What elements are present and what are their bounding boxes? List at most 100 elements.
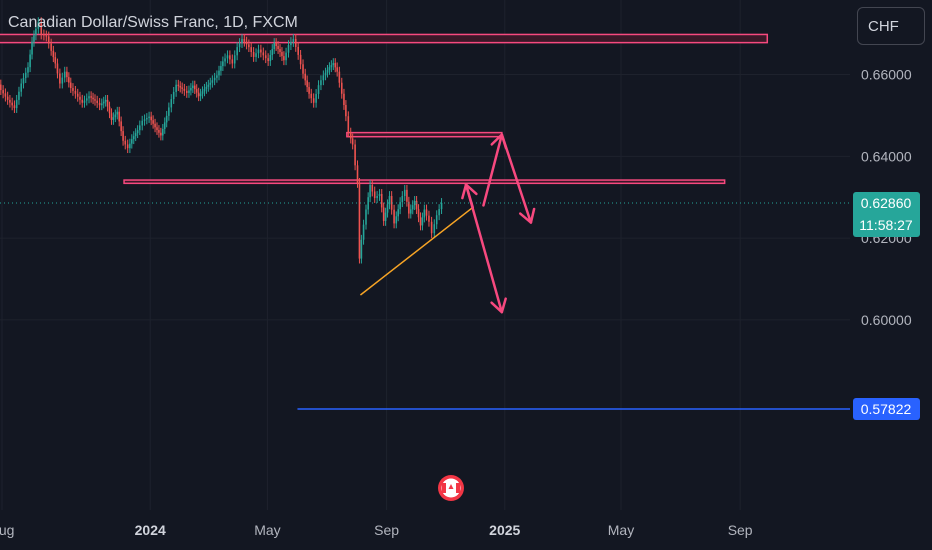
candle-body	[154, 123, 156, 128]
candle-body	[124, 140, 127, 145]
candle-body	[27, 67, 29, 73]
candle-body	[229, 55, 231, 60]
candle-body	[118, 111, 121, 122]
candle-body	[88, 96, 90, 99]
price-tags: 0.62860 11:58:27 0.57822	[853, 191, 920, 421]
candle-body	[175, 84, 177, 92]
candle-body	[201, 91, 204, 94]
candle-body	[302, 64, 304, 74]
candle-body	[238, 43, 241, 48]
candle-body	[306, 80, 308, 88]
scenario-a-drop-arrow	[500, 133, 533, 224]
candle-body	[179, 86, 182, 88]
candle-body	[340, 82, 343, 94]
resistance-zone-3	[123, 179, 726, 185]
price-series	[0, 17, 443, 264]
candle-body	[9, 99, 11, 103]
candle-body	[106, 99, 109, 107]
candle-body	[292, 38, 295, 43]
scenario-a-drop-arrow-head	[518, 207, 536, 224]
candle-body	[35, 28, 37, 36]
candle-body	[304, 73, 307, 81]
candle-body	[440, 202, 443, 210]
candle-body	[362, 224, 365, 240]
candle-body	[241, 38, 243, 44]
candle-body	[134, 133, 137, 137]
candle-body	[281, 52, 283, 57]
candle-body	[18, 91, 20, 100]
candle-body	[354, 144, 356, 166]
candle-body	[148, 116, 150, 119]
candle-body	[120, 121, 122, 132]
candle-body	[388, 196, 391, 205]
candle-body	[15, 99, 18, 109]
candle-body	[338, 71, 341, 83]
candle-body	[168, 107, 170, 116]
candle-body	[83, 100, 86, 103]
candle-body	[262, 52, 265, 56]
candle-body	[2, 90, 4, 94]
candle-body	[96, 100, 98, 103]
candle-body	[52, 50, 55, 58]
candle-body	[40, 22, 43, 35]
candle-body	[438, 209, 440, 216]
candle-body	[94, 99, 96, 101]
candle-body	[172, 91, 175, 100]
candle-body	[29, 54, 31, 68]
currency-button[interactable]: CHF	[857, 7, 925, 45]
resistance-zones	[0, 33, 769, 185]
candle-body	[209, 82, 212, 85]
candle-body	[195, 89, 198, 93]
scenario-a-rise-arrow	[482, 133, 504, 207]
candle-body	[395, 216, 398, 224]
candle-body	[294, 38, 297, 47]
candle-body	[160, 132, 162, 136]
candle-body	[33, 35, 35, 42]
x-tick-label: May	[254, 522, 280, 538]
candle-body	[92, 97, 94, 100]
candle-body	[403, 189, 406, 197]
candle-body	[423, 209, 426, 218]
candle-body	[72, 88, 74, 91]
candle-body	[326, 69, 329, 73]
candle-body	[430, 221, 433, 234]
candle-body	[287, 45, 290, 53]
candle-body	[236, 47, 238, 56]
canada-flag-icon-band-right	[456, 483, 460, 493]
candle-body	[373, 191, 376, 199]
candle-body	[211, 80, 214, 83]
candle-body	[122, 131, 124, 141]
trendline	[359, 206, 474, 296]
last-price-tag	[853, 191, 920, 237]
candle-body	[141, 120, 144, 126]
candle-body	[260, 49, 262, 53]
candle-body	[406, 189, 408, 202]
candle-body	[45, 35, 48, 37]
candle-body	[177, 84, 180, 87]
candle-body	[356, 165, 359, 183]
candle-body	[419, 217, 422, 226]
candle-body	[380, 193, 383, 208]
x-tick-label: 2025	[489, 522, 520, 538]
chart-grid	[0, 0, 850, 510]
candle-body	[399, 202, 401, 210]
candle-body	[334, 63, 337, 68]
candle-body	[285, 52, 287, 61]
candle-body	[349, 132, 352, 139]
candle-body	[126, 144, 129, 149]
candle-body	[290, 42, 292, 46]
candle-body	[59, 73, 61, 84]
candle-body	[378, 193, 381, 197]
candle-body	[56, 63, 59, 74]
candle-body	[79, 96, 81, 100]
candle-body	[224, 58, 226, 62]
candle-body	[102, 101, 105, 104]
candle-body	[199, 93, 202, 97]
candle-body	[267, 58, 269, 62]
candle-body	[358, 182, 361, 259]
resistance-zone-1	[0, 33, 769, 44]
candle-body	[264, 55, 267, 59]
candle-body	[386, 204, 389, 213]
candle-body	[401, 196, 404, 203]
